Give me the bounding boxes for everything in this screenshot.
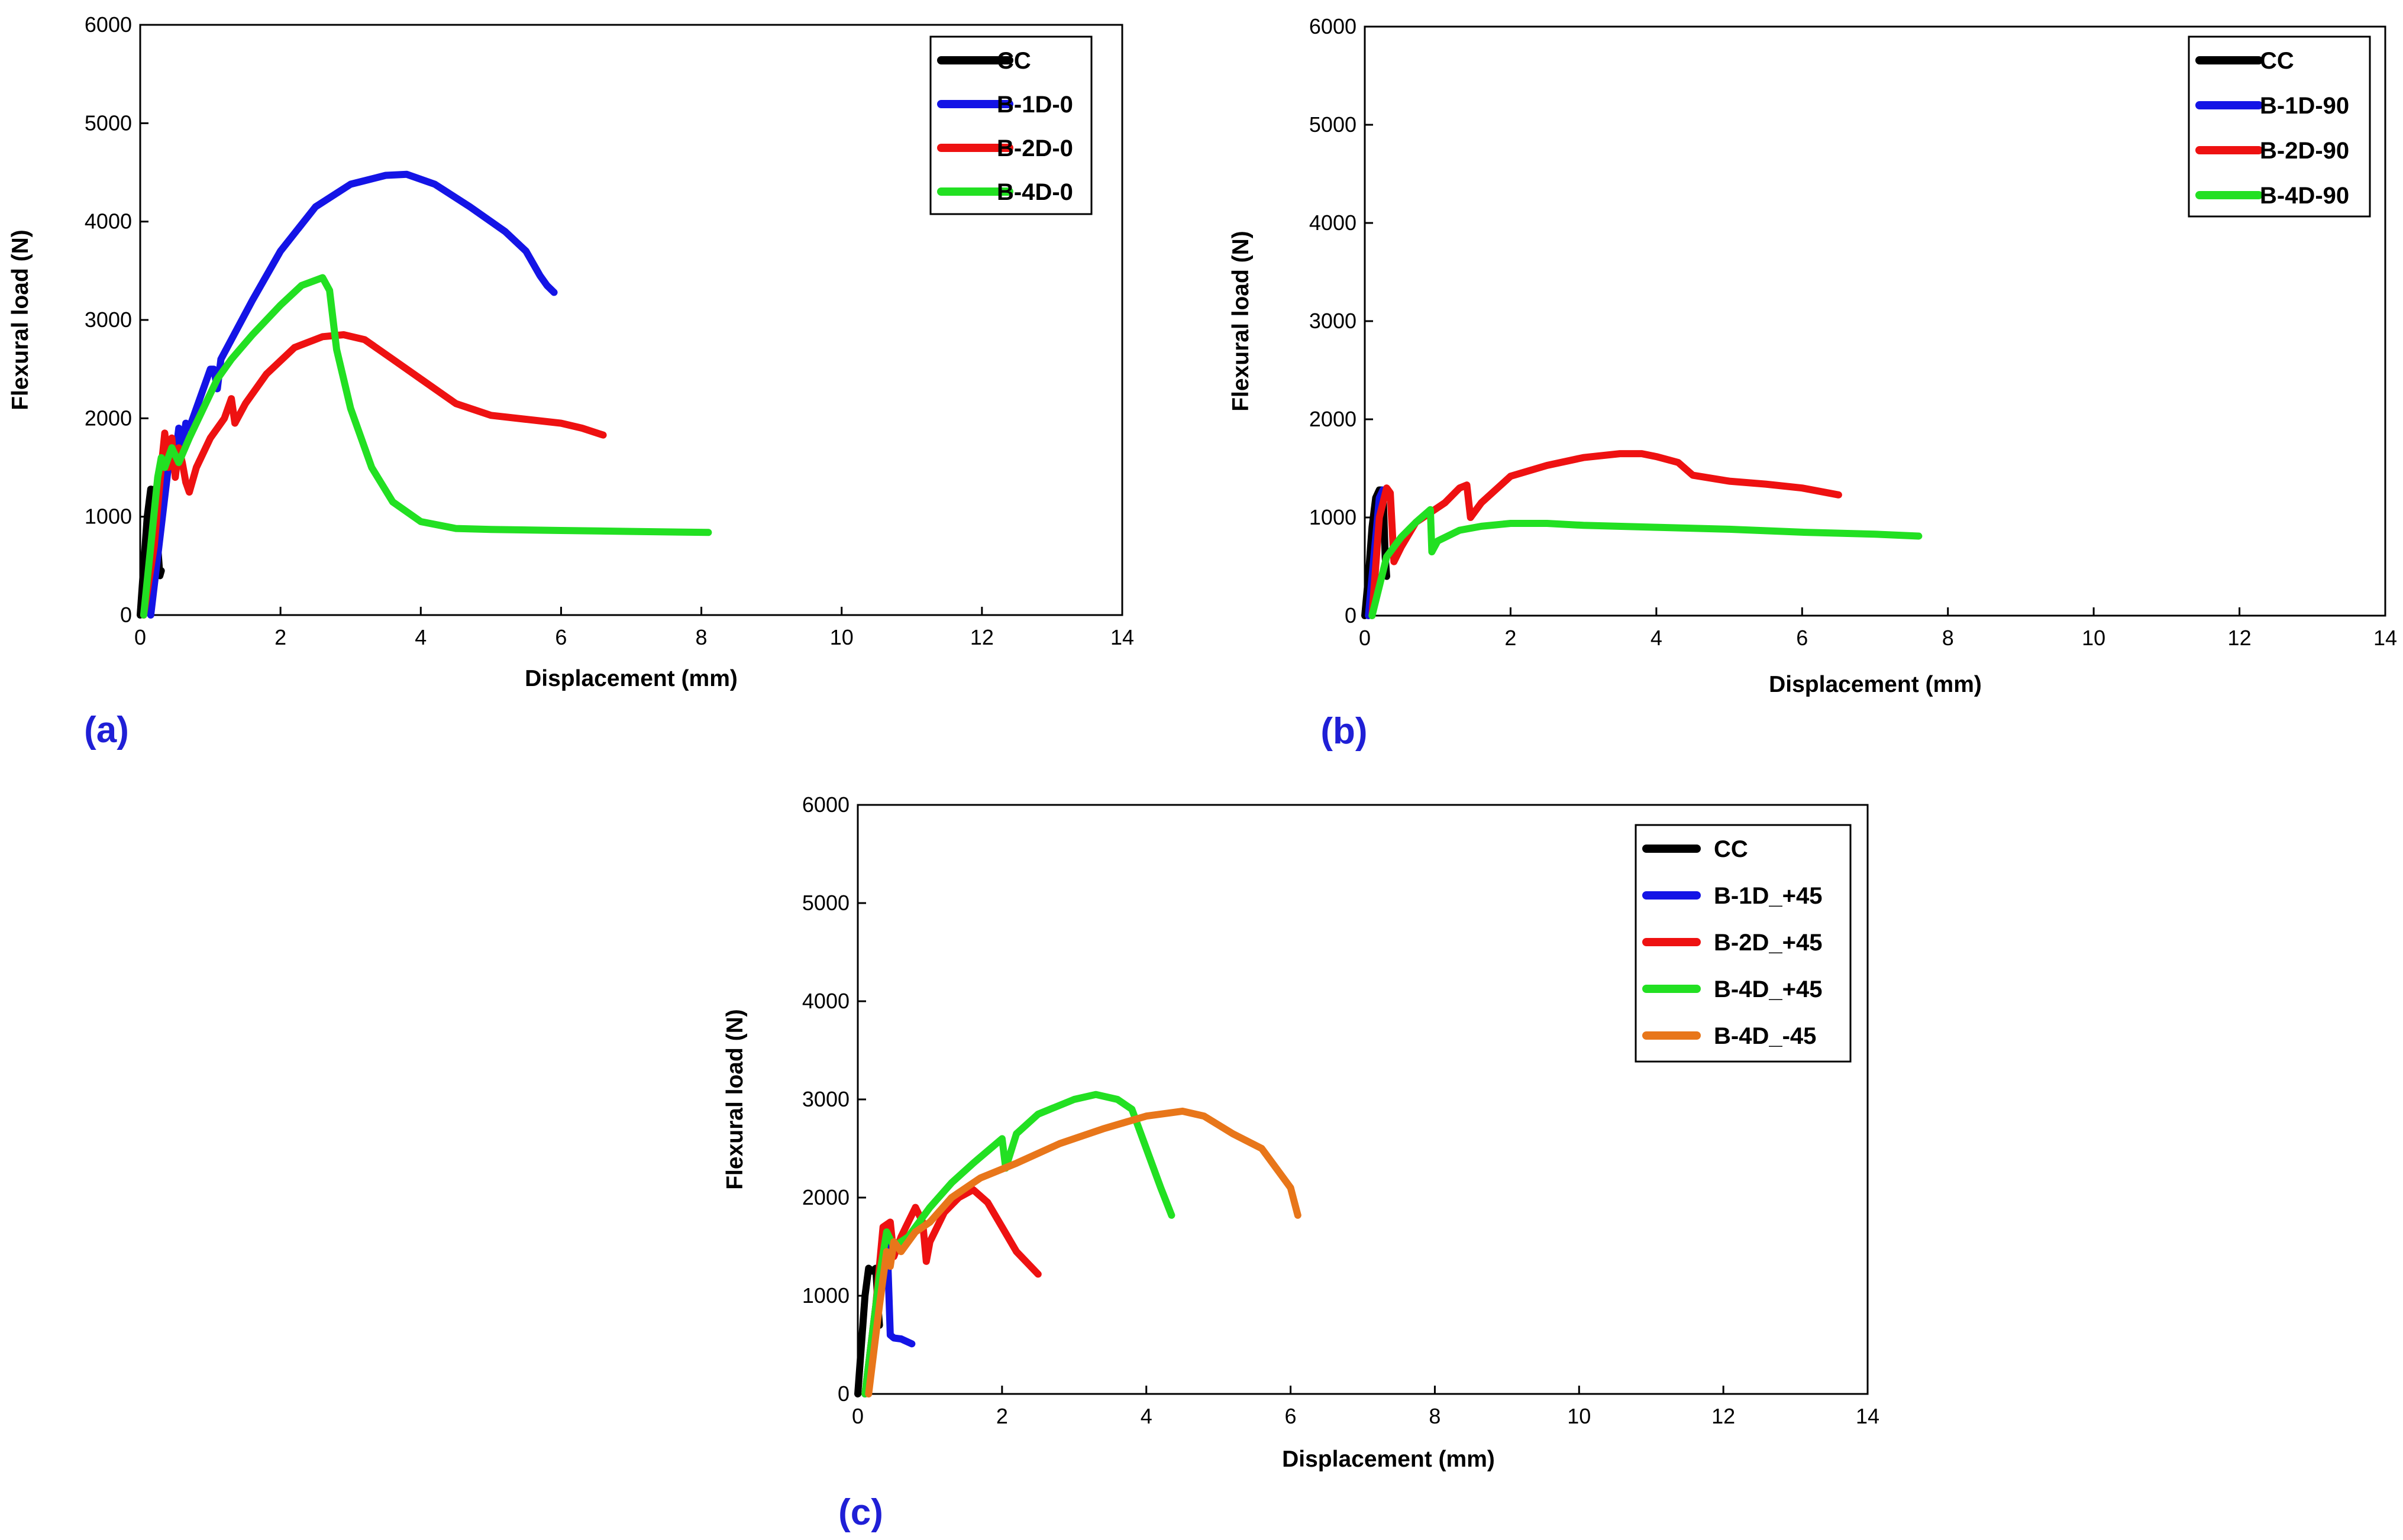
x-tick-label: 14: [2373, 626, 2397, 650]
x-tick-label: 12: [970, 625, 994, 649]
x-tick-label: 2: [274, 625, 286, 649]
y-tick-label: 5000: [1309, 112, 1356, 137]
x-tick-label: 0: [134, 625, 146, 649]
y-tick-label: 1000: [85, 504, 132, 529]
panel-label: (b): [1320, 711, 1367, 752]
legend-label: B-4D_-45: [1714, 1023, 1816, 1049]
x-tick-label: 6: [555, 625, 567, 649]
series-line-b-1d-0: [147, 170, 558, 619]
series-line-b-2d-90: [1368, 450, 1842, 619]
series-line-b-4d-45: [865, 1107, 1301, 1397]
legend-label: B-4D-0: [997, 179, 1073, 205]
x-tick-label: 14: [1110, 625, 1134, 649]
legend-label: B-4D_+45: [1714, 976, 1822, 1002]
y-tick-label: 2000: [85, 406, 132, 430]
x-tick-label: 2: [996, 1404, 1008, 1428]
x-tick-label: 6: [1796, 626, 1808, 650]
legend: CC B-1D_+45 B-2D_+45 B-4D_+45 B-4D_-45: [1635, 824, 1852, 1063]
y-axis-title: Flexural load (N): [8, 229, 33, 410]
legend: CC B-1D-0 B-2D-0 B-4D-0: [929, 35, 1093, 215]
x-axis-title: Displacement (mm): [525, 666, 738, 691]
y-tick-label: 3000: [802, 1087, 850, 1111]
x-tick-label: 8: [696, 625, 708, 649]
y-axis-title: Flexural load (N): [722, 1009, 748, 1190]
chart-panel-c: 0 1000 2000 3000 4000 5000 6000 0 2 4 6 8 10 12 14 Disp…: [722, 792, 1879, 1533]
y-tick-label: 3000: [85, 308, 132, 332]
x-tick-label: 12: [2228, 626, 2252, 650]
legend-label: CC: [997, 48, 1031, 74]
series-line-b-4d-90: [1368, 506, 1923, 619]
x-tick-label: 2: [1504, 626, 1516, 650]
y-tick-label: 2000: [802, 1185, 850, 1209]
legend-label: B-2D-90: [2260, 138, 2349, 164]
x-tick-label: 8: [1429, 1404, 1440, 1428]
legend-label: B-2D-0: [997, 135, 1073, 161]
y-tick-label: 1000: [802, 1283, 850, 1308]
y-tick-label: 4000: [1309, 211, 1356, 235]
series-line-b-4d-0: [140, 274, 712, 619]
y-tick-label: 5000: [85, 111, 132, 135]
y-tick-label: 3000: [1309, 309, 1356, 333]
y-tick-label: 5000: [802, 891, 850, 915]
x-tick-label: 0: [852, 1404, 864, 1428]
x-tick-label: 8: [1942, 626, 1954, 650]
x-tick-label: 4: [1651, 626, 1662, 650]
series-line-b-2d-0: [140, 331, 607, 619]
legend-label: CC: [2260, 48, 2294, 74]
y-tick-label: 4000: [85, 209, 132, 234]
legend-box: [929, 35, 1093, 215]
x-tick-label: 10: [1567, 1404, 1591, 1428]
x-tick-label: 10: [830, 625, 854, 649]
y-tick-label: 6000: [85, 12, 132, 37]
series-line-b-2d-45: [861, 1186, 1042, 1397]
legend-label: B-1D-0: [997, 92, 1073, 118]
x-tick-label: 4: [1141, 1404, 1152, 1428]
legend-label: B-1D-90: [2260, 93, 2349, 119]
panel-label: (c): [838, 1492, 883, 1533]
legend-box: [2188, 35, 2371, 218]
y-tick-label: 2000: [1309, 407, 1356, 431]
chart-panel-b: 0 1000 2000 3000 4000 5000 6000 0 2 4 6 8 10 12 14 Disp…: [1228, 14, 2397, 752]
y-tick-label: 1000: [1309, 505, 1356, 529]
legend-label: B-2D_+45: [1714, 930, 1822, 956]
y-tick-label: 4000: [802, 989, 850, 1013]
x-tick-label: 10: [2082, 626, 2105, 650]
x-tick-label: 14: [1856, 1404, 1879, 1428]
y-tick-label: 0: [120, 603, 132, 627]
y-axis-title: Flexural load (N): [1228, 231, 1254, 412]
legend-label: CC: [1714, 836, 1748, 862]
x-axis-title: Displacement (mm): [1769, 672, 1982, 697]
y-tick-label: 0: [1345, 603, 1356, 627]
y-tick-label: 6000: [1309, 14, 1356, 38]
y-tick-label: 0: [838, 1382, 850, 1406]
x-tick-label: 6: [1285, 1404, 1297, 1428]
panel-label: (a): [84, 710, 129, 750]
chart-panel-a: 0 1000 2000 3000 4000 5000 6000 0 2 4 6 8 10 12 14 Disp…: [8, 12, 1134, 750]
x-tick-label: 0: [1359, 626, 1371, 650]
y-tick-label: 6000: [802, 792, 850, 817]
x-tick-label: 4: [415, 625, 427, 649]
legend-label: B-1D_+45: [1714, 883, 1822, 909]
legend-label: B-4D-90: [2260, 183, 2349, 209]
x-tick-label: 12: [1711, 1404, 1735, 1428]
x-axis-title: Displacement (mm): [1282, 1447, 1495, 1472]
legend: CC B-1D-90 B-2D-90 B-4D-90: [2188, 35, 2371, 218]
